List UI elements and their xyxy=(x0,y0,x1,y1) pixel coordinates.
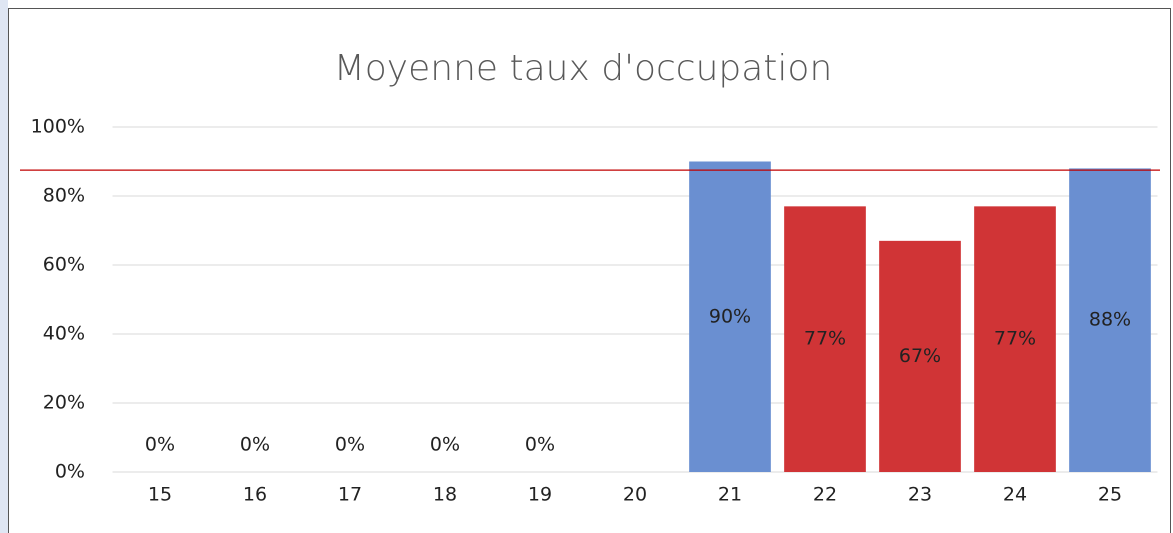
x-tick-label: 25 xyxy=(1098,484,1122,506)
bar xyxy=(784,206,866,472)
bar xyxy=(1069,168,1151,472)
chart-title: Moyenne taux d'occupation xyxy=(334,48,833,89)
x-tick-label: 17 xyxy=(338,484,362,506)
value-label: 67% xyxy=(899,345,941,367)
x-tick-label: 20 xyxy=(623,484,647,506)
x-tick-label: 24 xyxy=(1003,484,1027,506)
value-label: 0% xyxy=(430,434,460,456)
y-tick-label: 20% xyxy=(43,392,85,414)
y-tick-label: 100% xyxy=(31,116,85,138)
y-tick-label: 60% xyxy=(43,254,85,276)
bar xyxy=(974,206,1056,472)
bar xyxy=(689,161,771,472)
value-label: 0% xyxy=(145,434,175,456)
x-tick-label: 21 xyxy=(718,484,742,506)
x-tick-label: 22 xyxy=(813,484,837,506)
y-tick-label: 80% xyxy=(43,185,85,207)
value-label: 88% xyxy=(1089,309,1131,331)
value-label: 0% xyxy=(240,434,270,456)
value-label: 77% xyxy=(994,328,1036,350)
value-label: 0% xyxy=(525,434,555,456)
value-label: 0% xyxy=(335,434,365,456)
x-tick-label: 23 xyxy=(908,484,932,506)
side-strip xyxy=(0,0,8,533)
x-tick-label: 15 xyxy=(148,484,172,506)
y-tick-label: 0% xyxy=(55,461,85,483)
y-tick-label: 40% xyxy=(43,323,85,345)
x-tick-label: 18 xyxy=(433,484,457,506)
bar xyxy=(879,240,961,472)
value-label: 90% xyxy=(709,305,751,327)
x-tick-label: 19 xyxy=(528,484,552,506)
value-label: 77% xyxy=(804,328,846,350)
x-tick-label: 16 xyxy=(243,484,267,506)
